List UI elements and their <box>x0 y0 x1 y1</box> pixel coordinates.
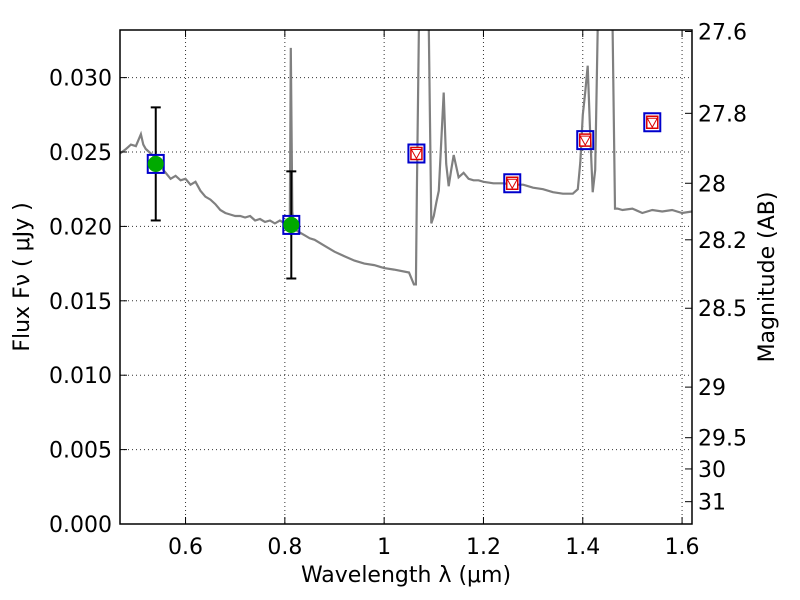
y-tick-label: 0.020 <box>49 215 112 240</box>
y2-tick-label: 28.2 <box>698 229 747 254</box>
y2-tick-label: 30 <box>698 458 726 483</box>
upper-limit-triangle <box>646 117 659 129</box>
y-tick-label: 0.010 <box>49 364 112 389</box>
y2-axis-label: Magnitude (AB) <box>755 192 780 363</box>
spectrum-line <box>120 30 692 286</box>
x-tick-label: 1 <box>377 535 391 560</box>
detection-point <box>147 155 164 172</box>
y2-tick-label: 29 <box>698 376 726 401</box>
axis-ticks: 0.6 0.8 1 1.2 1.4 1.6 0.000 0.005 0.010 0.015 0.02… <box>49 20 747 560</box>
x-tick-label: 1.6 <box>665 535 700 560</box>
y2-tick-label: 29.5 <box>698 427 747 452</box>
upper-limit-box <box>576 130 595 151</box>
x-tick-label: 0.8 <box>267 535 302 560</box>
y-tick-label: 0.030 <box>49 67 112 92</box>
upper-limit-box <box>643 112 662 133</box>
y2-tick-label: 28.5 <box>698 297 747 322</box>
photometry-points <box>146 106 662 280</box>
x-axis-label: Wavelength λ (μm) <box>301 563 511 588</box>
upper-limit-triangle <box>579 135 592 147</box>
spectrum-series <box>120 30 692 286</box>
y2-tick-label: 31 <box>698 491 726 516</box>
upper-limit-box <box>503 173 522 194</box>
y-tick-label: 0.000 <box>49 513 112 538</box>
y2-tick-label: 27.8 <box>698 102 747 127</box>
y-axis-label: Flux Fν ( μJy ) <box>10 202 35 351</box>
x-tick-label: 1.2 <box>466 535 501 560</box>
gridlines <box>120 30 692 525</box>
y-tick-label: 0.015 <box>49 290 112 315</box>
y2-tick-label: 27.6 <box>698 20 747 45</box>
upper-limit-box <box>407 143 426 164</box>
y2-tick-label: 28 <box>698 172 726 197</box>
plot-frame <box>119 29 693 525</box>
x-tick-label: 0.6 <box>168 535 203 560</box>
detection-point <box>283 216 300 233</box>
y-tick-label: 0.025 <box>49 141 112 166</box>
x-tick-label: 1.4 <box>565 535 600 560</box>
upper-limit-triangle <box>506 178 519 190</box>
y-tick-label: 0.005 <box>49 439 112 464</box>
upper-limit-triangle <box>410 149 423 160</box>
